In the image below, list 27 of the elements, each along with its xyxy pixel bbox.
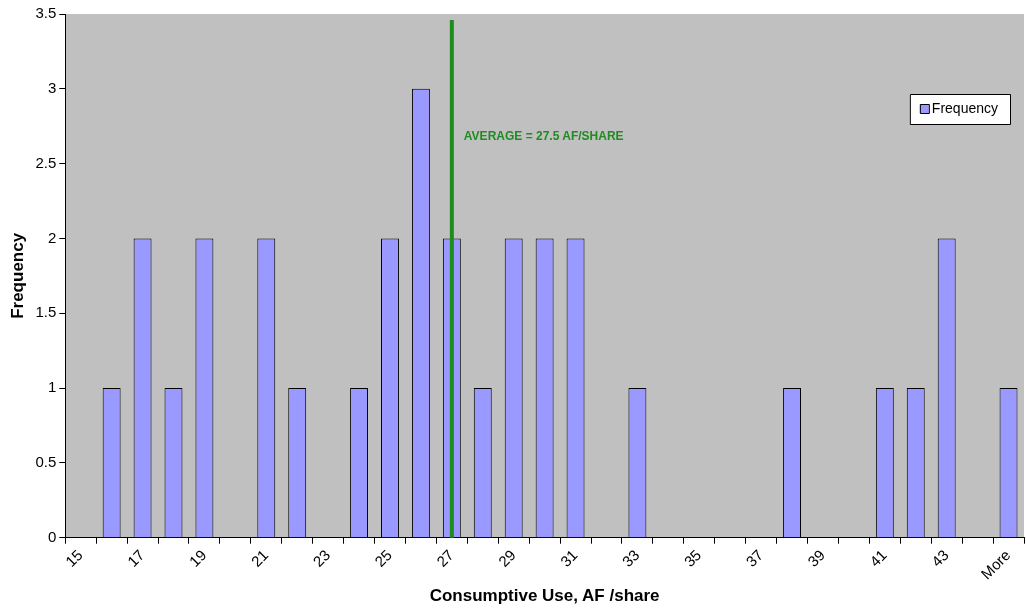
x-tick-label: 43 xyxy=(927,546,952,570)
y-tick-label: 0 xyxy=(47,527,57,545)
x-tick-label: 23 xyxy=(309,546,334,570)
y-axis-title: Frequency xyxy=(7,232,27,319)
x-tick-label: 35 xyxy=(680,546,705,570)
ref-line-label: AVERAGE = 27.5 AF/SHARE xyxy=(463,129,624,144)
x-tick-label: 29 xyxy=(494,546,519,570)
x-tick-label: 27 xyxy=(433,546,457,570)
x-tick-label: 25 xyxy=(371,546,396,570)
x-tick-label: 15 xyxy=(61,546,86,570)
y-tick-label: 0.5 xyxy=(35,453,57,471)
x-axis-title: Consumptive Use, AF /share xyxy=(429,586,660,606)
x-tick-label: 37 xyxy=(742,546,767,570)
x-tick-label: 41 xyxy=(866,546,890,570)
x-tick-label: 39 xyxy=(804,546,829,570)
y-tick-label: 2.5 xyxy=(35,153,57,171)
x-tick-label: 33 xyxy=(618,546,643,570)
x-tick-label: 31 xyxy=(556,546,581,570)
x-tick-label: 17 xyxy=(123,546,148,570)
legend-label: Frequency xyxy=(931,99,999,116)
x-tick-label: 21 xyxy=(247,546,272,570)
y-tick-label: 2 xyxy=(47,228,57,246)
x-tick-label: 19 xyxy=(185,546,210,570)
y-tick-label: 1.5 xyxy=(35,303,57,321)
y-tick-label: 1 xyxy=(47,378,57,396)
y-tick-label: 3.5 xyxy=(35,4,57,22)
y-tick-label: 3 xyxy=(47,78,57,96)
